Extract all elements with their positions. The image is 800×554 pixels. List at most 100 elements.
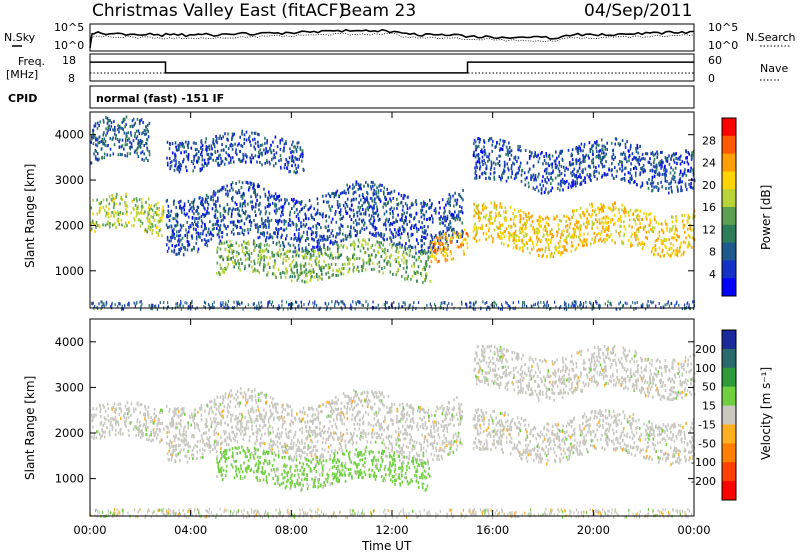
range-cell [115, 202, 117, 206]
range-cell [162, 209, 165, 213]
range-cell [296, 251, 298, 255]
range-cell [563, 248, 566, 252]
range-cell [566, 223, 569, 227]
range-cell [267, 202, 270, 206]
range-cell [401, 225, 404, 229]
range-cell [639, 225, 642, 229]
range-cell [98, 157, 100, 161]
range-cell [662, 229, 664, 233]
range-cell [539, 215, 542, 219]
range-cell [241, 301, 243, 305]
range-cell [684, 168, 686, 172]
range-cell [687, 216, 689, 220]
range-cell [404, 303, 406, 307]
range-cell [98, 202, 100, 206]
range-cell [351, 203, 353, 207]
range-cell [204, 243, 206, 246]
range-cell [232, 223, 235, 227]
range-cell [198, 156, 200, 160]
range-cell [248, 134, 251, 138]
range-cell [130, 142, 133, 146]
range-cell [575, 175, 577, 179]
range-cell [190, 146, 193, 150]
range-cell [646, 152, 649, 156]
range-cell [504, 163, 506, 167]
range-cell [298, 248, 300, 252]
range-cell [320, 251, 323, 255]
range-cell [166, 140, 169, 144]
range-cell [499, 224, 501, 227]
range-cell [263, 187, 265, 191]
range-cell [479, 138, 481, 142]
range-cell [435, 305, 437, 308]
range-cell [443, 206, 446, 210]
range-cell [454, 198, 456, 202]
range-cell [588, 175, 590, 179]
range-cell [279, 141, 281, 145]
range-cell [384, 202, 387, 206]
range-cell [235, 241, 237, 245]
range-cell [643, 168, 646, 172]
range-cell [488, 158, 491, 162]
range-cell [489, 137, 491, 141]
range-cell [575, 184, 577, 188]
range-cell [599, 157, 602, 161]
range-cell [257, 155, 259, 159]
range-cell [301, 234, 304, 238]
range-cell [493, 228, 496, 232]
range-cell [315, 256, 318, 260]
range-cell [108, 207, 110, 211]
range-cell [494, 145, 496, 149]
range-cell [269, 195, 272, 199]
range-cell [98, 135, 101, 139]
range-cell [239, 268, 241, 272]
range-cell [592, 143, 595, 147]
range-cell [534, 187, 536, 191]
range-cell [295, 253, 298, 257]
range-cell [478, 226, 480, 230]
range-cell [110, 124, 113, 128]
range-cell [659, 254, 661, 258]
range-cell [105, 198, 108, 202]
range-cell [100, 140, 103, 143]
range-cell [219, 228, 221, 232]
range-cell [481, 155, 484, 159]
range-cell [411, 255, 414, 259]
range-cell [221, 235, 223, 239]
range-cell [560, 251, 562, 255]
range-cell [579, 206, 582, 210]
range-cell [206, 239, 209, 243]
range-cell [527, 215, 529, 219]
range-cell [429, 302, 431, 306]
range-cell [134, 132, 136, 136]
range-cell [415, 199, 417, 203]
range-cell [442, 230, 444, 233]
range-cell [374, 197, 376, 201]
range-cell [446, 217, 449, 221]
range-cell [193, 207, 195, 211]
range-cell [237, 259, 239, 263]
range-cell [135, 207, 138, 211]
range-cell [243, 251, 245, 255]
range-cell [530, 304, 532, 308]
range-cell [537, 218, 540, 222]
range-cell [272, 156, 275, 160]
range-cell [680, 253, 683, 257]
range-cell [259, 261, 261, 265]
range-cell [592, 165, 595, 169]
range-cell [515, 246, 518, 250]
range-cell [487, 155, 490, 159]
range-cell [98, 224, 101, 228]
range-cell [647, 305, 649, 309]
range-cell [678, 178, 681, 182]
range-cell [336, 203, 339, 207]
range-cell [186, 234, 189, 238]
range-cell [395, 231, 397, 235]
range-cell [339, 209, 342, 213]
range-cell [614, 142, 616, 146]
range-cell [499, 148, 501, 152]
range-cell [294, 250, 296, 254]
range-cell [498, 211, 500, 215]
range-cell [170, 235, 172, 239]
range-cell [219, 223, 222, 227]
